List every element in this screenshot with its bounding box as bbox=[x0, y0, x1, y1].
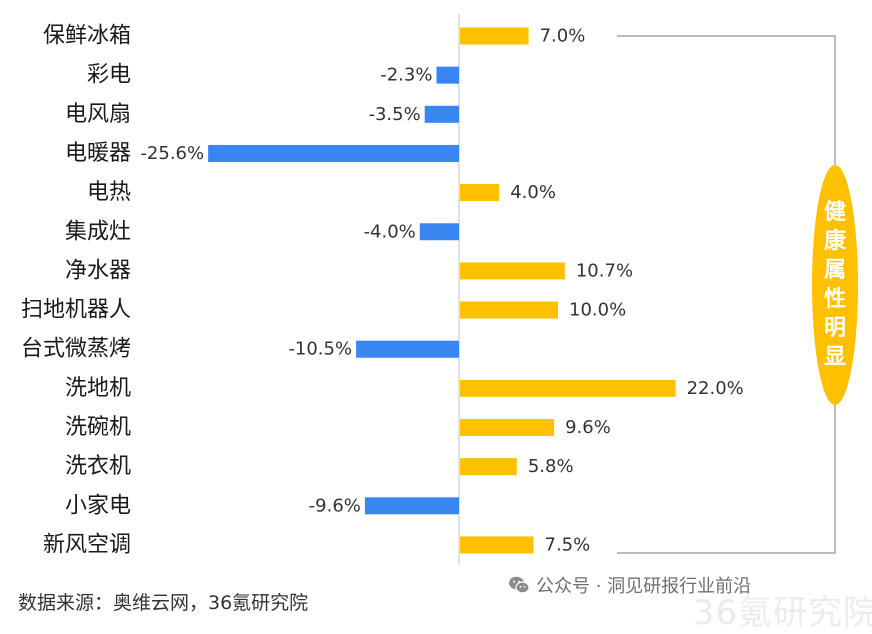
data-source-note: 数据来源：奥维云网，36氪研究院 bbox=[18, 592, 309, 614]
bar-4 bbox=[460, 184, 500, 202]
annotation-char-5: 显 bbox=[824, 345, 846, 370]
annotation-char-3: 性 bbox=[824, 287, 846, 312]
bar-10 bbox=[460, 419, 555, 436]
annotation-char-1: 康 bbox=[824, 228, 847, 254]
category-label-2: 电风扇 bbox=[65, 102, 131, 127]
bar-1 bbox=[436, 66, 459, 84]
bar-5 bbox=[419, 223, 459, 241]
bar-3 bbox=[208, 144, 459, 162]
category-label-8: 台式微蒸烤 bbox=[21, 337, 131, 362]
category-label-9: 洗地机 bbox=[65, 376, 131, 401]
value-label-11: 5.8% bbox=[528, 456, 574, 477]
bar-7 bbox=[460, 301, 558, 319]
bar-11 bbox=[460, 458, 517, 476]
value-label-10: 9.6% bbox=[565, 417, 611, 438]
bracket-line bbox=[617, 35, 836, 554]
value-label-8: -10.5% bbox=[288, 339, 352, 360]
category-label-5: 集成灶 bbox=[65, 219, 131, 244]
annotation-char-2: 属 bbox=[824, 258, 846, 283]
value-label-7: 10.0% bbox=[569, 300, 626, 321]
wechat-icon bbox=[509, 576, 530, 594]
bar-0 bbox=[460, 27, 529, 45]
category-label-7: 扫地机器人 bbox=[21, 298, 131, 323]
category-label-13: 新风空调 bbox=[43, 532, 131, 557]
value-label-3: -25.6% bbox=[140, 143, 204, 164]
category-label-10: 洗碗机 bbox=[65, 415, 131, 440]
category-label-1: 彩电 bbox=[87, 63, 131, 88]
value-label-12: -9.6% bbox=[309, 495, 361, 516]
value-label-6: 10.7% bbox=[576, 260, 633, 281]
value-label-13: 7.5% bbox=[545, 534, 591, 555]
bar-9 bbox=[460, 379, 676, 397]
bar-chart: 保鲜冰箱 7.0% 彩电 -2.3% 电风扇 -3.5% 电暖器 -25.6% 电热 4.0% 集成… bbox=[21, 14, 858, 565]
category-label-0: 保鲜冰箱 bbox=[43, 24, 131, 49]
annotation-char-4: 明 bbox=[824, 316, 846, 341]
watermark: 公众号 · 洞见研报行业前沿 bbox=[508, 572, 751, 598]
value-label-2: -3.5% bbox=[368, 104, 420, 125]
bar-2 bbox=[424, 105, 459, 123]
bar-6 bbox=[460, 262, 565, 280]
watermark-text: 公众号 · 洞见研报行业前沿 bbox=[536, 576, 752, 597]
annotation-ellipse bbox=[812, 165, 858, 405]
value-label-4: 4.0% bbox=[510, 182, 556, 203]
value-label-0: 7.0% bbox=[540, 26, 586, 47]
bar-8 bbox=[356, 340, 459, 358]
value-label-9: 22.0% bbox=[687, 378, 744, 399]
category-label-3: 电暖器 bbox=[65, 141, 131, 166]
category-label-4: 电热 bbox=[87, 180, 131, 205]
bar-12 bbox=[364, 497, 459, 515]
category-label-12: 小家电 bbox=[65, 493, 131, 518]
value-label-5: -4.0% bbox=[364, 221, 416, 242]
background-watermark: 36氪研究院 bbox=[692, 593, 872, 633]
annotation-char-0: 健 bbox=[824, 199, 846, 225]
category-label-11: 洗衣机 bbox=[65, 454, 131, 479]
bar-13 bbox=[460, 536, 534, 554]
value-label-1: -2.3% bbox=[380, 65, 432, 86]
category-label-6: 净水器 bbox=[65, 258, 131, 283]
